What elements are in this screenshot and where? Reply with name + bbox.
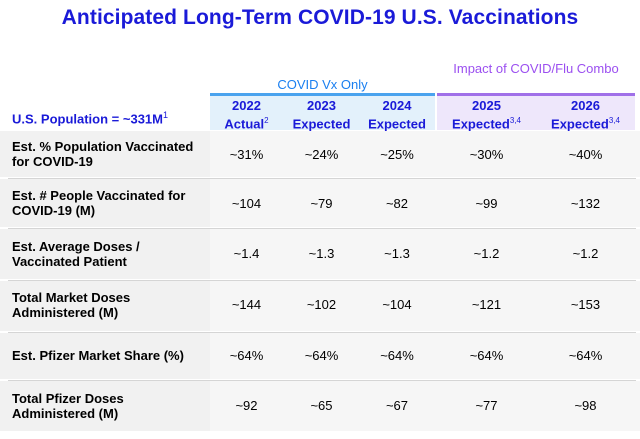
row-label-bg bbox=[0, 281, 210, 331]
table-row: Est. % Population Vaccinated for COVID-1… bbox=[0, 131, 640, 177]
table-cell: ~1.3 bbox=[308, 246, 335, 261]
table-row: Total Market Doses Administered (M) ~144… bbox=[0, 281, 640, 331]
table-cell: ~64% bbox=[229, 348, 264, 363]
row-label: Est. % Population Vaccinated for COVID-1… bbox=[12, 139, 194, 169]
column-status: Actual bbox=[224, 116, 265, 132]
table-row: Est. # People Vaccinated for COVID-19 (M… bbox=[0, 179, 640, 227]
column-status: Expected bbox=[452, 116, 510, 132]
row-divider bbox=[8, 380, 636, 381]
table-cell: ~153 bbox=[570, 297, 601, 312]
table-cell: ~64% bbox=[304, 348, 339, 363]
row-values-bg bbox=[210, 333, 640, 379]
column-status: Expected bbox=[551, 116, 609, 132]
column-status: Expected bbox=[292, 116, 351, 132]
table-cell: ~92 bbox=[235, 398, 258, 413]
row-label: Est. Average Doses / Vaccinated Patient bbox=[12, 239, 140, 269]
row-label-bg bbox=[0, 333, 210, 379]
column-year: 2026 bbox=[571, 98, 600, 113]
table-cell: ~1.3 bbox=[384, 246, 410, 261]
table-cell: ~132 bbox=[570, 196, 601, 211]
row-divider bbox=[8, 228, 636, 229]
row-label-bg bbox=[0, 229, 210, 279]
column-year: 2025 bbox=[472, 98, 501, 113]
table-cell: ~104 bbox=[382, 297, 412, 312]
row-values-bg bbox=[210, 381, 640, 431]
table-cell: ~24% bbox=[304, 147, 339, 162]
row-values-bg bbox=[210, 229, 640, 279]
column-year: 2022 bbox=[232, 98, 261, 113]
row-label-bg bbox=[0, 131, 210, 177]
row-divider bbox=[8, 280, 636, 281]
table-cell: ~121 bbox=[471, 297, 502, 312]
group-header-combo: Impact of COVID/Flu Combo bbox=[453, 61, 619, 76]
column-status: Expected bbox=[368, 116, 426, 132]
population-text: U.S. Population = ~331M bbox=[12, 111, 163, 127]
population-label: U.S. Population = ~331M1 bbox=[12, 110, 168, 126]
page-title: Anticipated Long-Term COVID-19 U.S. Vacc… bbox=[61, 6, 579, 29]
row-label: Total Pfizer Doses Administered (M) bbox=[12, 391, 124, 421]
table-cell: ~79 bbox=[310, 196, 333, 211]
table-row: Est. Average Doses / Vaccinated Patient … bbox=[0, 229, 640, 279]
table-cell: ~82 bbox=[385, 196, 409, 211]
table-cell: ~40% bbox=[568, 147, 603, 162]
table-cell: ~64% bbox=[568, 348, 603, 363]
table-cell: ~104 bbox=[231, 196, 262, 211]
group-divider-covid bbox=[210, 93, 435, 96]
group-header-covid-only: COVID Vx Only bbox=[277, 77, 368, 92]
row-label: Est. # People Vaccinated for COVID-19 (M… bbox=[12, 188, 186, 218]
table-cell: ~25% bbox=[380, 147, 414, 162]
row-label-bg bbox=[0, 381, 210, 431]
table-cell: ~144 bbox=[231, 297, 262, 312]
header-bg-combo bbox=[437, 96, 635, 130]
table-cell: ~30% bbox=[469, 147, 504, 162]
column-note: 3,4 bbox=[608, 116, 620, 125]
column-note: 2 bbox=[264, 116, 269, 125]
row-values-bg bbox=[210, 179, 640, 227]
table-cell: ~77 bbox=[475, 398, 498, 413]
column-note: 3,4 bbox=[509, 116, 521, 125]
table-cell: ~67 bbox=[385, 398, 409, 413]
column-header-2024: 2024 Expected bbox=[359, 96, 435, 132]
row-divider bbox=[8, 332, 636, 333]
column-year: 2023 bbox=[307, 98, 336, 113]
table-row: Est. Pfizer Market Share (%) ~64% ~64% ~… bbox=[0, 333, 640, 379]
table-cell: ~31% bbox=[229, 147, 264, 162]
group-divider-combo bbox=[437, 93, 635, 96]
table-cell: ~99 bbox=[475, 196, 498, 211]
column-header-2026: 2026 Expected3,4 bbox=[536, 96, 635, 132]
table-row: Total Pfizer Doses Administered (M) ~92 … bbox=[0, 381, 640, 431]
column-year: 2024 bbox=[382, 98, 412, 113]
row-divider bbox=[8, 178, 636, 179]
row-values-bg bbox=[210, 281, 640, 331]
column-header-2023: 2023 Expected bbox=[285, 96, 358, 132]
population-note: 1 bbox=[162, 110, 168, 120]
table-cell: ~102 bbox=[306, 297, 337, 312]
column-header-2025: 2025 Expected3,4 bbox=[437, 96, 536, 132]
row-label: Est. Pfizer Market Share (%) bbox=[12, 348, 184, 363]
row-values-bg bbox=[210, 131, 640, 177]
row-label: Total Market Doses Administered (M) bbox=[12, 290, 131, 320]
table-cell: ~65 bbox=[310, 398, 333, 413]
table-cell: ~64% bbox=[380, 348, 414, 363]
table-cell: ~1.2 bbox=[572, 246, 599, 261]
table-cell: ~1.4 bbox=[233, 246, 260, 261]
table-cell: ~64% bbox=[469, 348, 504, 363]
column-header-2022: 2022 Actual2 bbox=[210, 96, 283, 132]
table-cell: ~98 bbox=[574, 398, 597, 413]
header-bg-covid bbox=[210, 96, 435, 130]
row-label-bg bbox=[0, 179, 210, 227]
table-cell: ~1.2 bbox=[473, 246, 500, 261]
